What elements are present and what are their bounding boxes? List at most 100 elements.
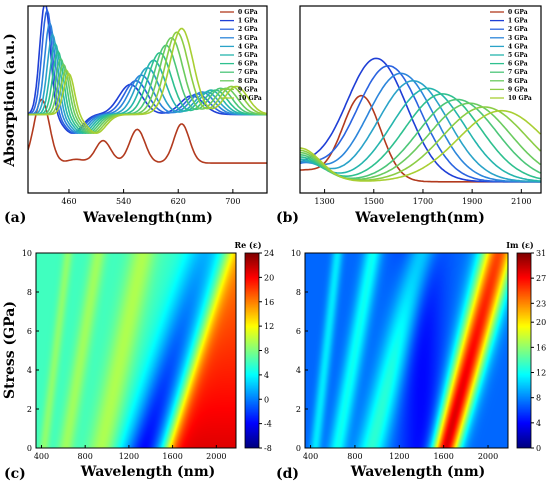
panel-b-legend-label-8: 8 GPa	[508, 78, 528, 85]
panel-b-legend-label-2: 2 GPa	[508, 26, 528, 33]
panel-d-y-tick-label-4: 8	[296, 288, 301, 297]
panel-d-colorbar-tick-label-2: 23	[536, 299, 546, 308]
panel-a-legend-label-5: 5 GPa	[238, 52, 258, 59]
panel-a-legend-label-7: 7 GPa	[238, 69, 258, 76]
panel-d: 400 800 1200 1600 2000 0 2 4 6 8 10 31 27 23 20 16 12 8…	[276, 240, 546, 482]
panel-a-frame	[27, 5, 268, 194]
panel-c-colorbar-tick-label-1: 20	[264, 273, 274, 282]
panel-a-legend-label-8: 8 GPa	[238, 78, 258, 85]
panel-a-series-line-9	[28, 31, 267, 135]
panel-a-label: (a)	[4, 210, 26, 226]
panel-d-x-tick-label-4: 2000	[478, 452, 498, 461]
panel-a-series-line-0	[28, 98, 267, 164]
panel-b-legend-label-9: 9 GPa	[508, 86, 528, 93]
panel-c-colorbar-tick-label-7: -4	[264, 420, 272, 429]
panel-c-colorbar-tick-label-3: 12	[264, 322, 274, 331]
panel-c-colorbar-tick-label-2: 16	[264, 298, 274, 307]
panel-b-legend-label-7: 7 GPa	[508, 69, 528, 76]
panel-b-series-line-2	[300, 64, 541, 183]
panel-d-colorbar-tick-label-3: 20	[536, 318, 546, 327]
panel-d-x-tick-label-0: 400	[303, 452, 318, 461]
panel-b-x-tick-label-3: 1900	[462, 197, 482, 206]
panel-d-colorbar-tick-label-1: 27	[536, 274, 546, 283]
panel-d-x-axis-label: Wavelength (nm)	[350, 464, 486, 480]
panel-b-series-line-1	[300, 57, 541, 183]
panel-d-x-tick-label-1: 800	[347, 452, 362, 461]
panel-d-colorbar-tick-label-8: 0	[536, 444, 541, 453]
panel-c-x-tick-label-1: 800	[78, 452, 93, 461]
panel-a-legend-label-2: 2 GPa	[238, 26, 258, 33]
panel-b-legend-label-4: 4 GPa	[508, 43, 528, 50]
panel-d-heatmap	[305, 253, 508, 448]
panel-c-colorbar-tick-label-4: 8	[264, 347, 269, 356]
panel-b-series-lines	[300, 57, 541, 183]
panel-a-x-tick-label-2: 620	[171, 197, 186, 206]
panel-a-x-tick-label-3: 700	[225, 197, 240, 206]
panel-c-colorbar-tick-label-5: 4	[264, 371, 269, 380]
panel-b-legend-label-10: 10 GPa	[508, 95, 532, 102]
panel-a-x-tick-label-0: 460	[61, 197, 76, 206]
panel-d-y-tick-label-0: 0	[296, 444, 301, 453]
panel-b-legend-label-6: 6 GPa	[508, 61, 528, 68]
panel-c-x-tick-label-0: 400	[34, 452, 49, 461]
panel-d-y-tick-label-3: 6	[296, 327, 301, 336]
panel-a-series-line-10	[28, 27, 267, 135]
panel-b-legend-label-0: 0 GPa	[508, 9, 528, 16]
panel-c-x-tick-label-4: 2000	[206, 452, 226, 461]
panel-a-series-line-5	[28, 42, 267, 135]
panel-b-x-axis-label: Wavelength(nm)	[354, 210, 485, 226]
panel-c-colorbar-title: Re (ε)	[235, 240, 262, 250]
panel-a-x-tick-label-1: 540	[116, 197, 131, 206]
panel-d-colorbar-tick-label-4: 16	[536, 343, 546, 352]
panel-d-y-ticks: 0 2 4 6 8 10	[291, 249, 308, 453]
panel-d-colorbar-tick-label-0: 31	[536, 249, 546, 258]
panel-a-x-ticks: 460 540 620 700	[61, 189, 240, 206]
panel-a-legend-label-1: 1 GPa	[238, 18, 258, 25]
panel-a-legend-label-0: 0 GPa	[238, 9, 258, 16]
panel-c-y-tick-label-4: 8	[27, 288, 32, 297]
panel-c-frame	[35, 252, 237, 449]
panel-c-y-tick-label-2: 4	[27, 366, 32, 375]
panel-a-legend-label-3: 3 GPa	[238, 35, 258, 42]
panel-c-y-tick-label-5: 10	[22, 249, 32, 258]
panel-c-colorbar-ticks: 24 20 16 12 8 4 0 -4 -8	[259, 249, 274, 453]
panel-a-legend-label-9: 9 GPa	[238, 86, 258, 93]
panel-d-colorbar-ticks: 31 27 23 20 16 12 8 4 0	[531, 249, 546, 453]
panel-b-legend-label-3: 3 GPa	[508, 35, 528, 42]
panel-d-frame	[304, 252, 509, 449]
panel-c-y-tick-label-0: 0	[27, 444, 32, 453]
panel-a-legend-label-6: 6 GPa	[238, 61, 258, 68]
panel-c-y-tick-label-1: 2	[27, 405, 32, 414]
panel-d-colorbar-title: Im (ε)	[506, 240, 534, 250]
panel-b-series-line-5	[300, 87, 541, 182]
panel-d-y-tick-label-5: 10	[291, 249, 301, 258]
panel-d-colorbar	[517, 253, 531, 448]
panel-c-x-tick-label-2: 1200	[119, 452, 139, 461]
panel-a-x-axis-label: Wavelength(nm)	[82, 210, 213, 226]
panel-b-frame	[299, 5, 542, 194]
panel-b-x-ticks: 1300 1500 1700 1900 2100	[314, 189, 532, 206]
panel-b-legend-label-1: 1 GPa	[508, 18, 528, 25]
panel-b-x-tick-label-1: 1500	[364, 197, 384, 206]
panel-a-series-line-7	[28, 44, 267, 135]
panel-c-colorbar-tick-label-6: 0	[264, 395, 269, 404]
panel-c-colorbar-tick-label-0: 24	[264, 249, 274, 258]
panel-b-legend-label-5: 5 GPa	[508, 52, 528, 59]
panel-c-colorbar	[245, 253, 259, 448]
panel-d-colorbar-tick-label-7: 4	[536, 419, 541, 428]
panel-c-x-tick-label-3: 1600	[162, 452, 182, 461]
panel-d-x-ticks: 400 800 1200 1600 2000	[303, 445, 498, 461]
panel-b-x-tick-label-4: 2100	[511, 197, 531, 206]
panel-b-series-line-4	[300, 80, 541, 183]
panel-a-y-axis-label: Absorption (a.u.)	[2, 33, 18, 167]
panel-a-series-line-6	[28, 49, 267, 135]
panel-b-x-tick-label-2: 1700	[413, 197, 433, 206]
panel-a-series-lines	[28, 6, 267, 164]
panel-d-y-tick-label-2: 4	[296, 366, 301, 375]
